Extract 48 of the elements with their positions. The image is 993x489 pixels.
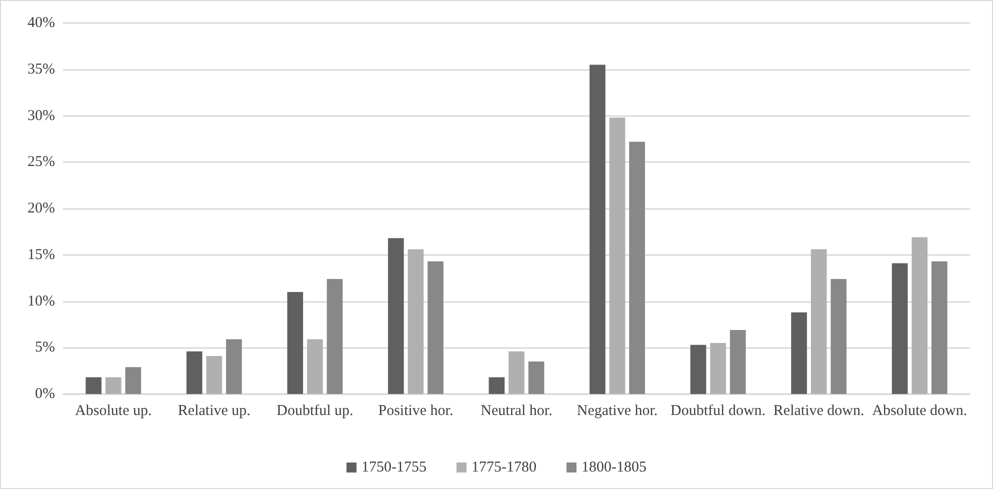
bar (186, 351, 202, 394)
legend-label: 1800-1805 (582, 460, 646, 476)
bar (710, 342, 726, 394)
bar (408, 249, 424, 394)
x-tick-label: Absolute up. (75, 403, 152, 419)
bar (326, 278, 343, 394)
y-tick-label: 10% (28, 293, 55, 310)
bar (428, 261, 444, 394)
legend-label: 1750-1755 (362, 460, 427, 476)
bar (388, 238, 404, 394)
legend-label: 1775-1780 (472, 460, 536, 476)
x-tick-label: Positive hor. (378, 403, 454, 419)
x-tick-label: Relative down. (773, 403, 864, 419)
x-tick-label: Relative up. (178, 403, 250, 419)
bar (791, 312, 807, 394)
bar (730, 330, 746, 394)
bar (86, 377, 102, 394)
bar (528, 362, 544, 394)
y-tick-label: 35% (28, 61, 55, 78)
bar (830, 278, 847, 394)
y-tick-label: 25% (28, 154, 55, 170)
bar (609, 118, 626, 394)
y-tick-label: 20% (28, 200, 55, 216)
bar (105, 377, 122, 394)
y-tick-label: 5% (35, 340, 55, 356)
x-tick-label: Doubtful up. (276, 403, 354, 419)
x-tick-label: Absolute down. (872, 403, 968, 419)
x-tick-label: Doubtful down. (670, 403, 766, 419)
bar (892, 263, 908, 394)
y-tick-label: 40% (28, 15, 55, 31)
bar (488, 377, 505, 394)
bar (508, 351, 524, 394)
bar (226, 339, 242, 394)
bar (931, 261, 948, 394)
y-tick-label: 30% (28, 108, 55, 124)
bar (629, 142, 645, 394)
x-tick-label: Negative hor. (576, 403, 658, 419)
bar (206, 356, 222, 394)
y-tick-label: 15% (28, 246, 55, 263)
x-tick-label: Neutral hor. (480, 403, 552, 419)
bar (810, 249, 827, 394)
bar (590, 64, 606, 394)
bar (307, 339, 323, 394)
bar (690, 344, 706, 394)
y-tick-label: 0% (35, 386, 55, 402)
bar (912, 237, 928, 394)
bar (125, 367, 142, 394)
bar (287, 292, 304, 394)
